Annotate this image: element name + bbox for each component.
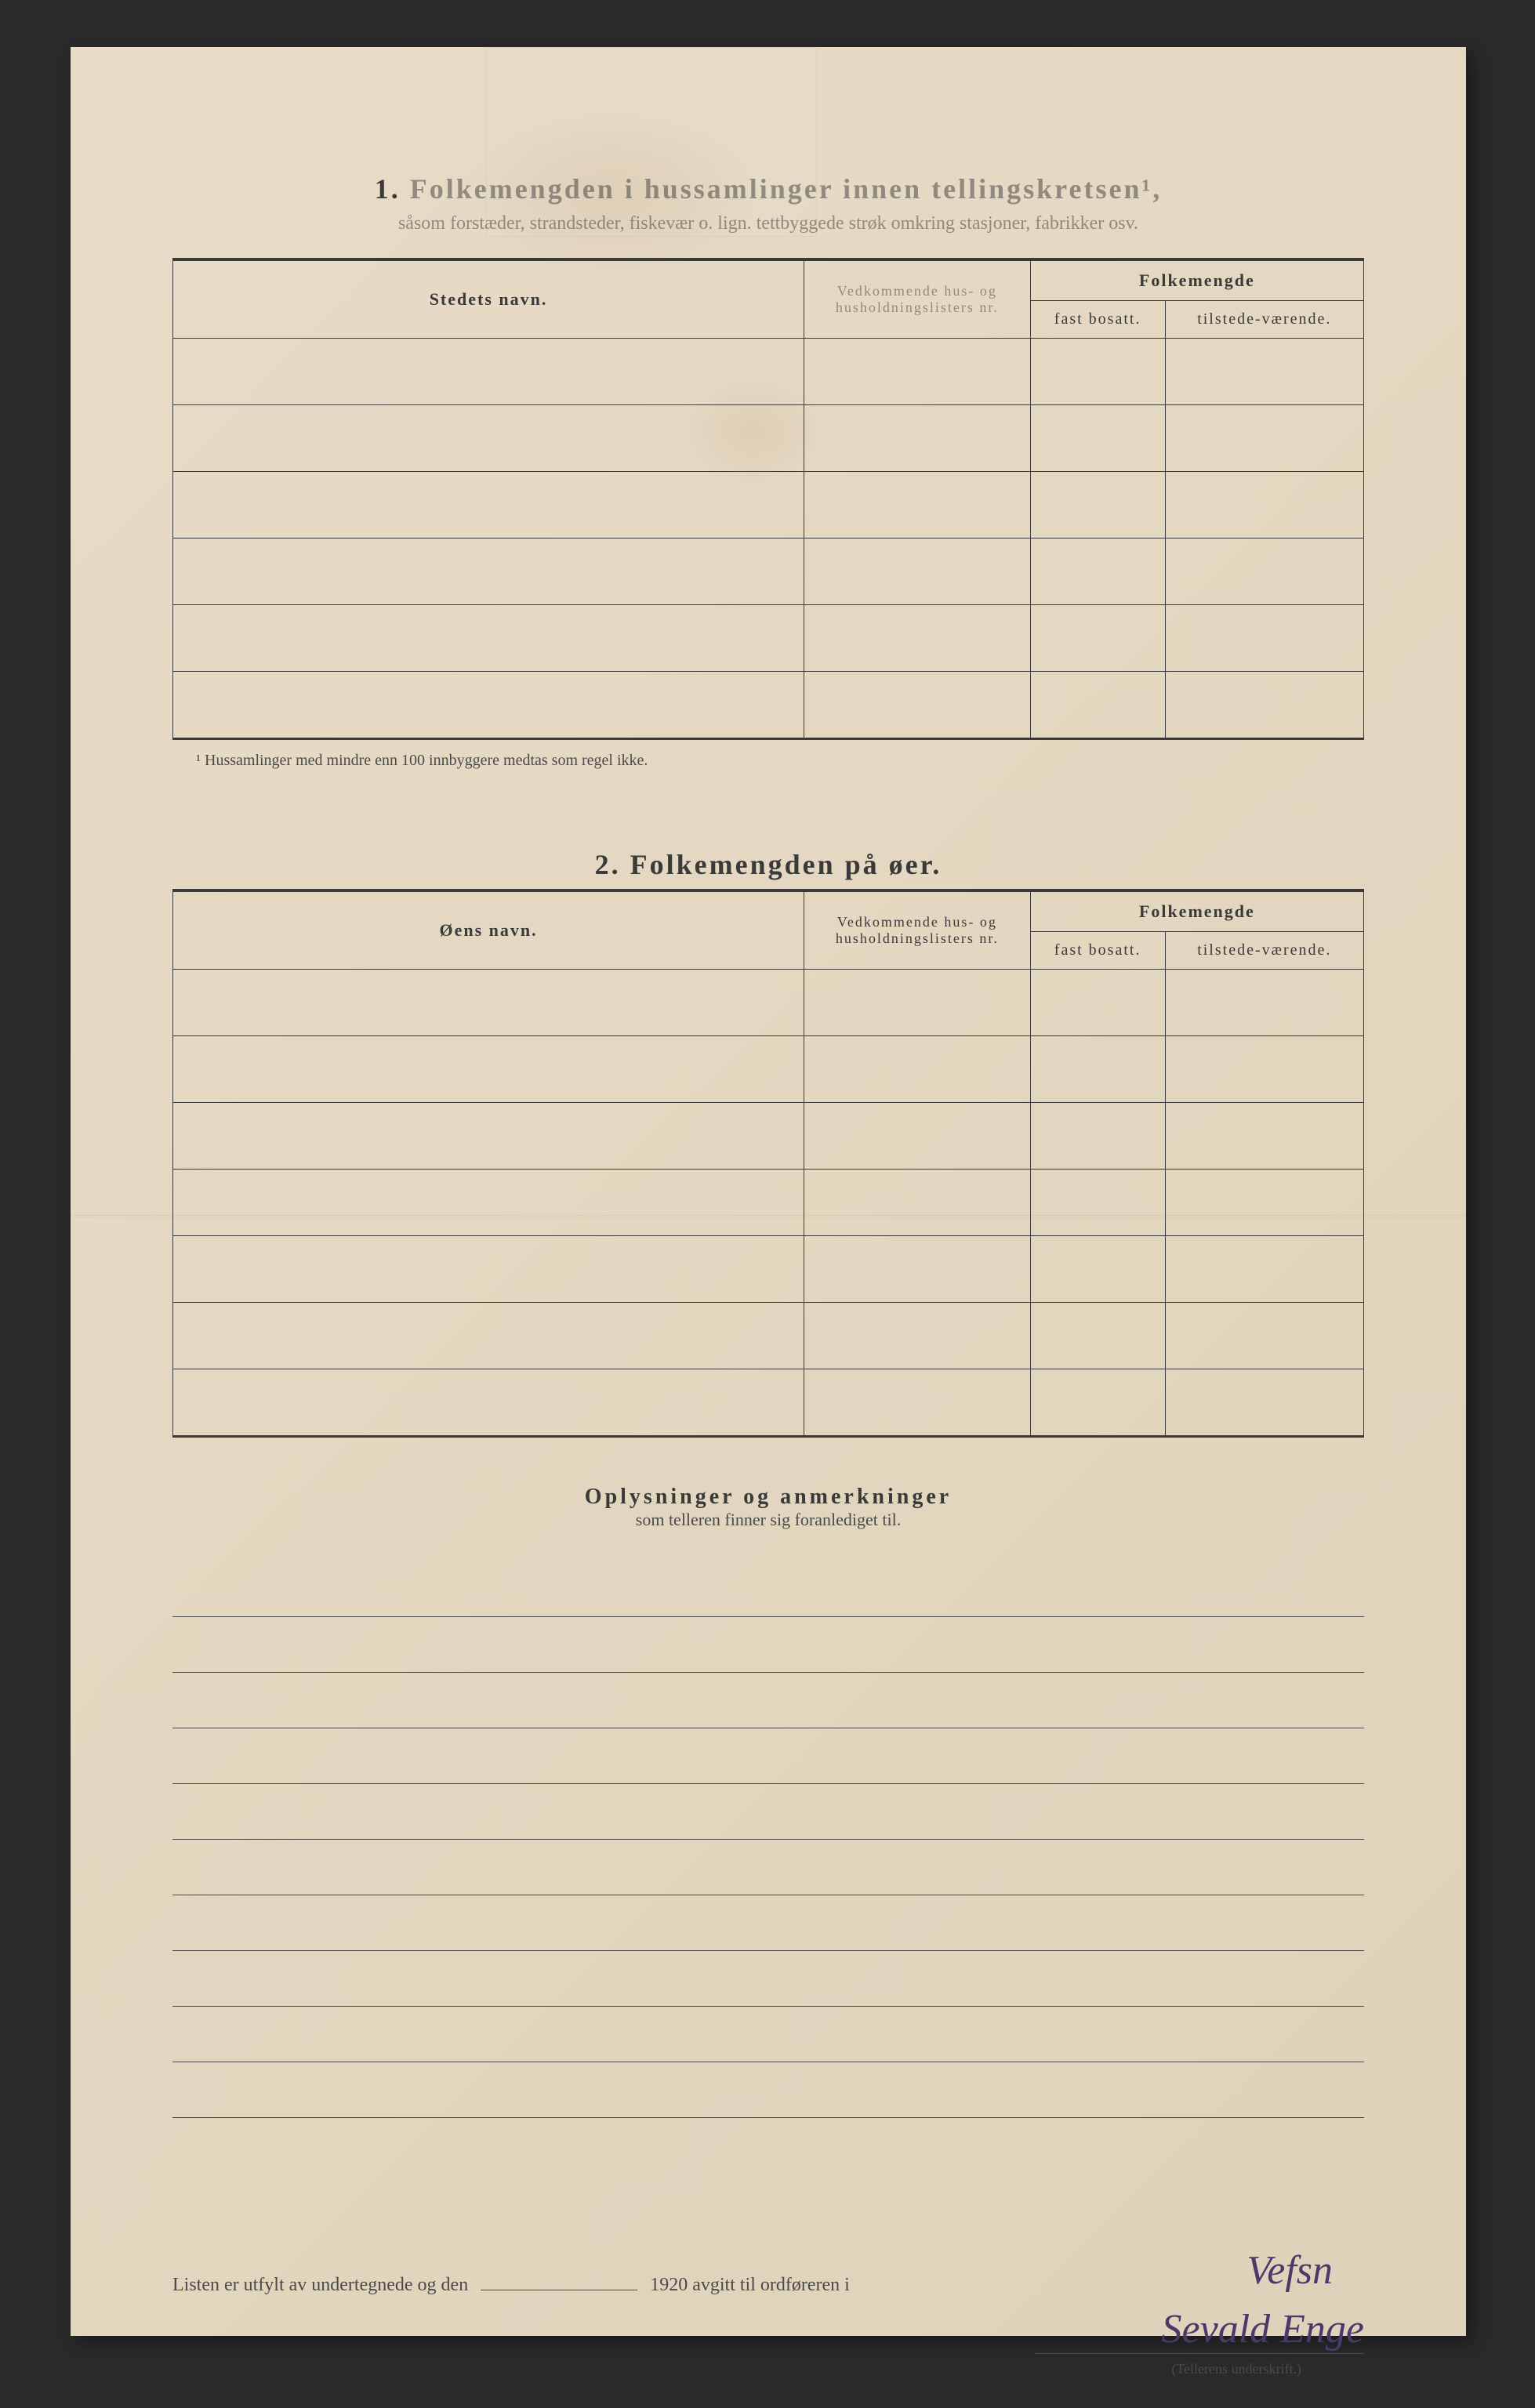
table-row: [173, 405, 1364, 472]
ruled-line: [172, 1784, 1364, 1840]
table-row: [173, 1036, 1364, 1103]
ruled-line: [172, 1728, 1364, 1784]
table-row: [173, 970, 1364, 1036]
notes-subtitle: som telleren finner sig foranlediget til…: [172, 1510, 1364, 1530]
table-row: [173, 472, 1364, 539]
section-1-footnote: ¹ Hussamlinger med mindre enn 100 innbyg…: [172, 752, 1364, 770]
ruled-line: [172, 1617, 1364, 1673]
table-2-header-tilstede: tilstede-værende.: [1165, 932, 1363, 970]
section-2-title: 2. Folkemengden på øer.: [172, 848, 1364, 881]
section-2-number: 2.: [595, 849, 621, 880]
table-row: [173, 339, 1364, 405]
table-2-header-lists: Vedkommende hus- og husholdningslisters …: [804, 890, 1031, 970]
signature-label: (Tellerens underskrift.): [1171, 2361, 1301, 2377]
signature-text-1: Listen er utfylt av undertegnede og den: [172, 2275, 468, 2295]
table-row: [173, 1170, 1364, 1236]
ruled-line: [172, 2062, 1364, 2118]
handwritten-signature: Sevald Enge: [1162, 2306, 1364, 2352]
table-2-header-name: Øens navn.: [173, 890, 804, 970]
table-2-header-pop: Folkemengde: [1030, 890, 1363, 932]
section-1: 1. Folkemengden i hussamlinger innen tel…: [172, 172, 1364, 770]
notes-section: Oplysninger og anmerkninger som telleren…: [172, 1485, 1364, 2118]
handwritten-place: Vefsn: [1247, 2247, 1333, 2294]
table-row: [173, 1369, 1364, 1437]
table-row: [173, 605, 1364, 672]
table-2-body: [173, 970, 1364, 1437]
table-1-header-fast: fast bosatt.: [1030, 301, 1165, 339]
table-row: [173, 1103, 1364, 1170]
notes-title: Oplysninger og anmerkninger: [172, 1485, 1364, 1510]
ruled-line: [172, 1561, 1364, 1617]
table-1-header-pop: Folkemengde: [1030, 259, 1363, 301]
table-1-header-tilstede: tilstede-værende.: [1165, 301, 1363, 339]
section-1-subtitle: såsom forstæder, strandsteder, fiskevær …: [172, 213, 1364, 234]
signature-text-2: 1920 avgitt til ordføreren i: [650, 2275, 850, 2295]
table-row: [173, 1236, 1364, 1303]
ruled-line: [172, 1840, 1364, 1895]
ruled-line: [172, 2007, 1364, 2062]
section-1-number: 1.: [375, 173, 401, 205]
table-2: Øens navn. Vedkommende hus- og husholdni…: [172, 889, 1364, 1438]
table-2-header-fast: fast bosatt.: [1030, 932, 1165, 970]
table-1-header-lists: Vedkommende hus- og husholdningslisters …: [804, 259, 1031, 339]
table-1-header-name: Stedets navn.: [173, 259, 804, 339]
section-2: 2. Folkemengden på øer. Øens navn. Vedko…: [172, 848, 1364, 1438]
section-2-title-text: Folkemengden på øer.: [630, 849, 942, 880]
ruled-line: [172, 1951, 1364, 2007]
section-1-title: 1. Folkemengden i hussamlinger innen tel…: [172, 172, 1364, 205]
document-paper: 1. Folkemengden i hussamlinger innen tel…: [71, 47, 1466, 2336]
section-1-title-text: Folkemengden i hussamlinger innen tellin…: [410, 173, 1163, 205]
ruled-line: [172, 1673, 1364, 1728]
ruled-line: [172, 1895, 1364, 1951]
table-1: Stedets navn. Vedkommende hus- og hushol…: [172, 258, 1364, 740]
table-1-body: [173, 339, 1364, 739]
document-content: 1. Folkemengden i hussamlinger innen tel…: [172, 172, 1364, 2296]
table-row: [173, 672, 1364, 739]
table-row: [173, 1303, 1364, 1369]
table-row: [173, 539, 1364, 605]
signature-area: Listen er utfylt av undertegnede og den …: [172, 2275, 1364, 2296]
